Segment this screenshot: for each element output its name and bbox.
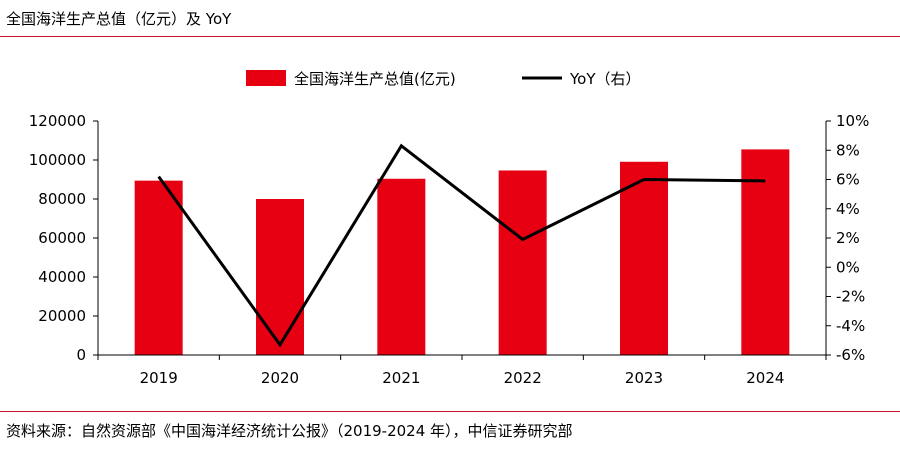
left-tick-label: 80000 xyxy=(38,190,86,208)
left-tick-label: 120000 xyxy=(29,112,86,130)
bars-series xyxy=(134,149,790,355)
x-tick-label: 2020 xyxy=(261,369,299,387)
x-tick-label: 2021 xyxy=(382,369,420,387)
x-tick-label: 2019 xyxy=(140,369,178,387)
left-tick-label: 100000 xyxy=(29,151,86,169)
bottom-divider xyxy=(0,411,900,412)
chart-axes: 0 20000 40000 60000 80000 100000 120000 -6% -4% -… xyxy=(29,112,870,387)
chart-title: 全国海洋生产总值（亿元）及 YoY xyxy=(6,10,232,28)
legend-bar-label: 全国海洋生产总值(亿元) xyxy=(294,70,456,88)
bar-2023 xyxy=(620,161,668,355)
chart-legend: 全国海洋生产总值(亿元) YoY（右） xyxy=(246,70,641,88)
right-tick-label: 2% xyxy=(836,229,860,247)
left-tick-label: 60000 xyxy=(38,229,86,247)
x-tick-label: 2023 xyxy=(625,369,663,387)
yoy-line-series xyxy=(157,143,766,348)
legend-line-label: YoY（右） xyxy=(569,70,641,88)
bar-2019 xyxy=(134,180,183,355)
right-tick-label: 4% xyxy=(836,200,860,218)
source-note: 资料来源：自然资源部《中国海洋经济统计公报》（2019-2024 年），中信证券… xyxy=(6,422,573,440)
bar-2020 xyxy=(256,198,304,355)
legend-bar-swatch xyxy=(246,70,286,86)
right-tick-label: -6% xyxy=(836,346,865,364)
right-tick-label: 8% xyxy=(836,141,860,159)
bar-2022 xyxy=(498,170,547,355)
right-tick-label: 10% xyxy=(836,112,869,130)
right-tick-label: -2% xyxy=(836,288,865,306)
right-tick-label: 0% xyxy=(836,258,860,276)
x-tick-label: 2024 xyxy=(746,369,784,387)
bar-2021 xyxy=(377,178,426,355)
right-tick-label: 6% xyxy=(836,171,860,189)
bar-2024 xyxy=(741,149,790,355)
left-tick-label: 40000 xyxy=(38,268,86,286)
yoy-line xyxy=(157,143,766,348)
top-divider xyxy=(0,36,900,37)
right-tick-label: -4% xyxy=(836,317,865,335)
left-tick-label: 20000 xyxy=(38,307,86,325)
x-tick-label: 2022 xyxy=(504,369,542,387)
left-tick-label: 0 xyxy=(76,346,86,364)
